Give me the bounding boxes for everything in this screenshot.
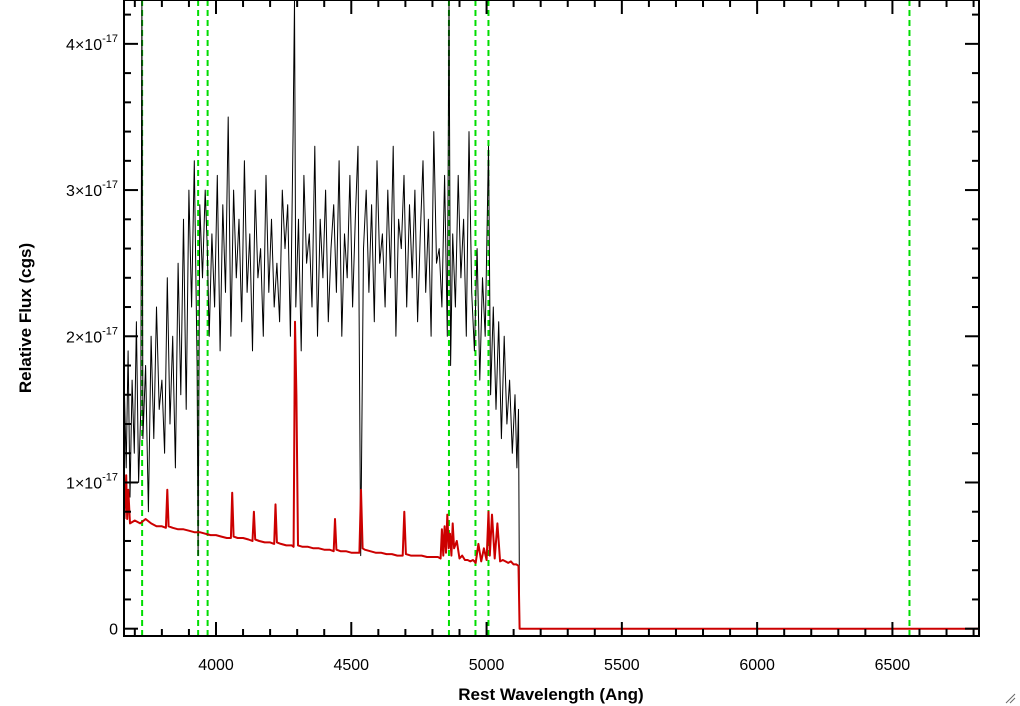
y-tick-label-0: 0: [109, 622, 118, 639]
x-tick-labels: 4000 4500 5000 5500 6000 6500: [198, 657, 910, 674]
spectrum-series: [124, 0, 979, 630]
model-fit-line: [124, 320, 979, 630]
x-tick-label-6000: 6000: [739, 657, 775, 674]
y-tick-label-1: 1×10-17: [66, 471, 118, 492]
x-tick-label-4500: 4500: [333, 657, 369, 674]
resize-grip-icon[interactable]: [1004, 692, 1016, 704]
x-tick-label-4000: 4000: [198, 657, 234, 674]
x-tick-label-5000: 5000: [469, 657, 505, 674]
plot-axes: [123, 0, 980, 637]
x-tick-label-6500: 6500: [875, 657, 911, 674]
y-tick-label-4: 4×10-17: [66, 33, 118, 54]
y-axis-label: Relative Flux (cgs): [16, 243, 35, 393]
x-tick-label-5500: 5500: [604, 657, 640, 674]
x-axis-label: Rest Wavelength (Ang): [458, 685, 643, 704]
plot-frame: [123, 0, 980, 637]
y-tick-label-3: 3×10-17: [66, 179, 118, 200]
y-tick-labels: 0 1×10-17 2×10-17 3×10-17 4×10-17: [66, 33, 118, 639]
observed-spectrum-line: [124, 0, 521, 629]
y-tick-label-2: 2×10-17: [66, 325, 118, 346]
